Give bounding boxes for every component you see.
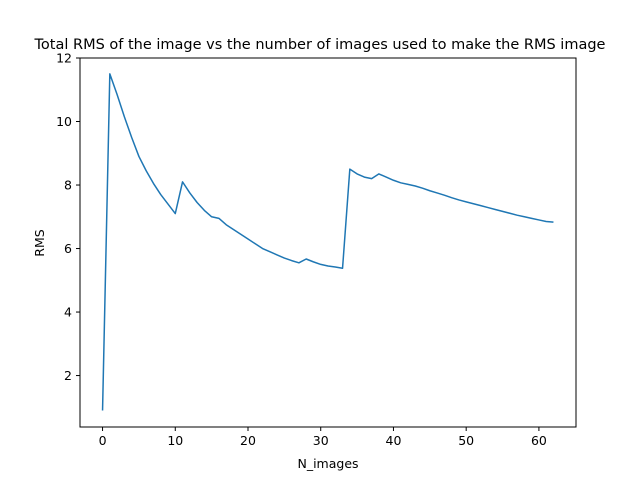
y-axis-label: RMS [32,229,47,256]
chart-title: Total RMS of the image vs the number of … [34,37,606,53]
x-axis-label: N_images [297,456,358,471]
plot-area [101,73,554,411]
x-tick-label: 50 [458,433,474,448]
y-tick-label: 12 [56,51,72,66]
y-axis: 2 4 6 8 10 12 [56,51,80,383]
x-tick-label: 40 [386,433,402,448]
y-tick-label: 8 [64,178,72,193]
x-tick-label: 10 [167,433,183,448]
y-tick-label: 2 [64,368,72,383]
x-tick-label: 60 [531,433,547,448]
x-tick-label: 30 [313,433,329,448]
plot-frame [79,57,577,428]
series-line-0 [101,73,554,411]
y-tick-label: 4 [64,305,72,320]
x-tick-label: 0 [99,433,107,448]
x-tick-label: 20 [240,433,256,448]
x-axis: 0 10 20 30 40 50 60 [99,427,547,448]
y-tick-label: 6 [64,241,72,256]
y-tick-label: 10 [56,114,72,129]
